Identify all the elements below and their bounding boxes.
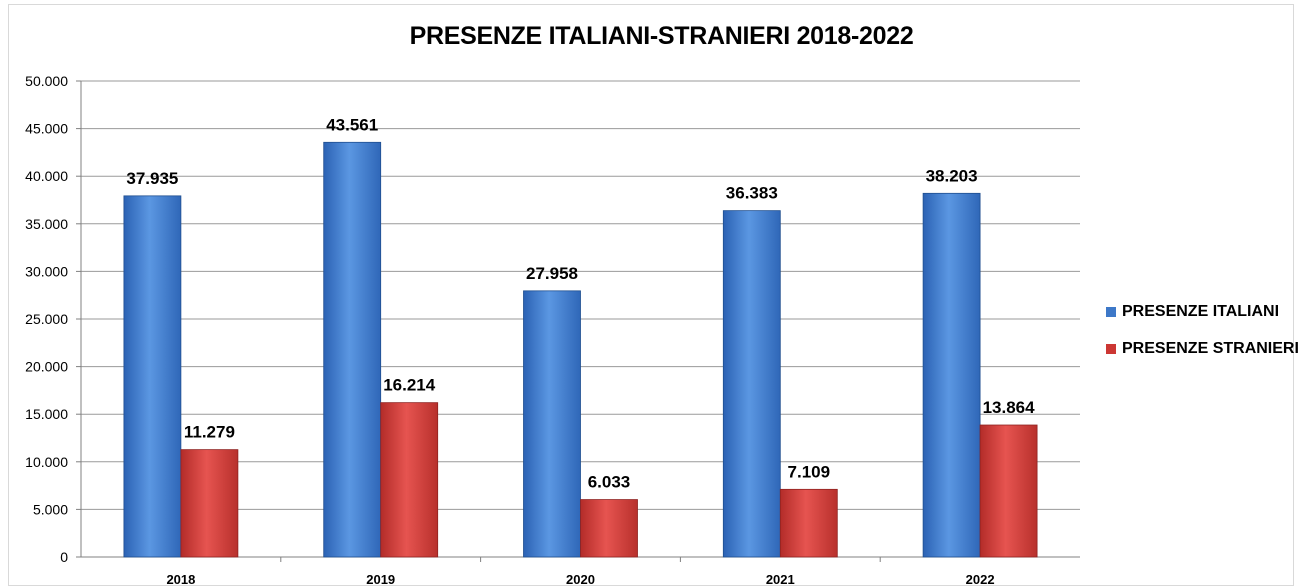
y-tick-label: 30.000 bbox=[25, 263, 68, 279]
y-tick-label: 10.000 bbox=[25, 454, 68, 470]
legend-item-stranieri: PRESENZE STRANIERI bbox=[1106, 340, 1299, 358]
legend-label-italiani: PRESENZE ITALIANI bbox=[1122, 303, 1280, 320]
data-label: 36.383 bbox=[726, 184, 778, 203]
x-tick-label: 2020 bbox=[566, 572, 595, 587]
data-label: 13.864 bbox=[983, 398, 1036, 417]
legend-label-stranieri: PRESENZE STRANIERI bbox=[1122, 340, 1299, 357]
x-tick-label: 2022 bbox=[966, 572, 995, 587]
x-tick-label: 2021 bbox=[766, 572, 795, 587]
y-tick-label: 15.000 bbox=[25, 406, 68, 422]
y-tick-label: 40.000 bbox=[25, 168, 68, 184]
legend-swatch-stranieri bbox=[1106, 344, 1116, 354]
legend-swatch-italiani bbox=[1106, 307, 1116, 317]
data-label: 27.958 bbox=[526, 264, 578, 283]
data-label: 38.203 bbox=[926, 166, 978, 185]
y-tick-label: 45.000 bbox=[25, 121, 68, 137]
y-tick-label: 20.000 bbox=[25, 359, 68, 375]
data-label: 37.935 bbox=[126, 169, 178, 188]
bar-italiani-2020 bbox=[523, 290, 581, 558]
y-tick-label: 5.000 bbox=[33, 501, 68, 517]
bar-italiani-2022 bbox=[922, 192, 981, 558]
legend-item-italiani: PRESENZE ITALIANI bbox=[1106, 303, 1279, 321]
y-tick-label: 35.000 bbox=[25, 216, 68, 232]
bar-stranieri-2022 bbox=[979, 424, 1038, 558]
data-label: 7.109 bbox=[788, 462, 831, 481]
data-label: 16.214 bbox=[383, 376, 436, 395]
y-tick-label: 25.000 bbox=[25, 311, 68, 327]
bar-stranieri-2019 bbox=[380, 402, 439, 558]
bar-stranieri-2018 bbox=[180, 449, 239, 558]
bar-stranieri-2021 bbox=[779, 488, 838, 558]
y-tick-label: 50.000 bbox=[25, 73, 68, 89]
bar-italiani-2019 bbox=[323, 141, 382, 558]
x-tick-label: 2019 bbox=[366, 572, 395, 587]
x-tick-label: 2018 bbox=[166, 572, 195, 587]
bar-stranieri-2020 bbox=[580, 499, 638, 558]
bar-italiani-2021 bbox=[722, 210, 781, 558]
bar-italiani-2018 bbox=[123, 195, 182, 558]
chart-title: PRESENZE ITALIANI-STRANIERI 2018-2022 bbox=[409, 22, 914, 50]
y-tick-label: 0 bbox=[60, 549, 68, 565]
data-label: 6.033 bbox=[588, 473, 631, 492]
data-label: 11.279 bbox=[184, 423, 235, 442]
data-label: 43.561 bbox=[326, 115, 378, 134]
